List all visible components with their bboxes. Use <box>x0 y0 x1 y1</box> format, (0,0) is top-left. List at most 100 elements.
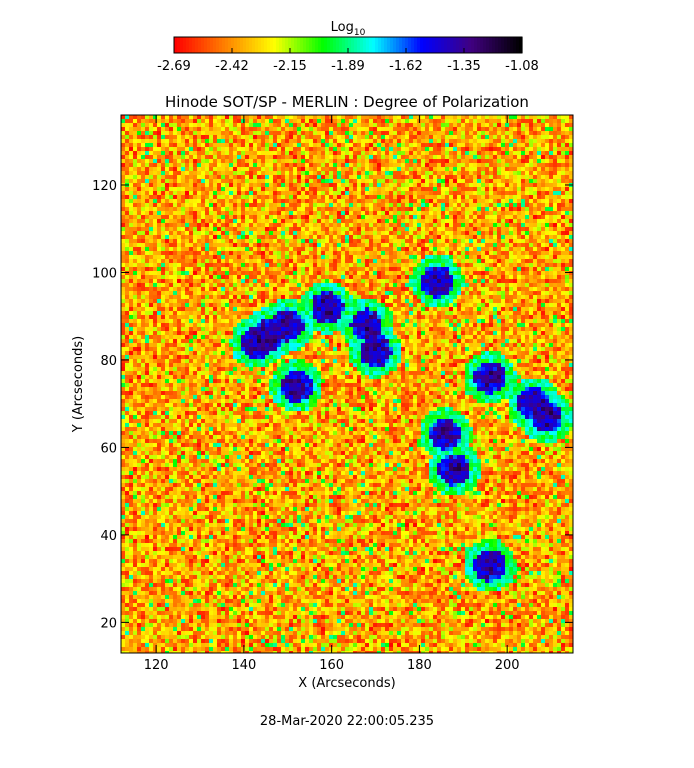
heatmap-cell <box>165 163 169 167</box>
heatmap-cell <box>297 255 301 259</box>
heatmap-cell <box>357 143 361 147</box>
heatmap-cell <box>361 223 365 227</box>
heatmap-cell <box>265 171 269 175</box>
heatmap-cell <box>525 127 529 131</box>
heatmap-cell <box>149 195 153 199</box>
heatmap-cell <box>545 271 549 275</box>
heatmap-cell <box>385 259 389 263</box>
heatmap-cell <box>293 139 297 143</box>
heatmap-cell <box>497 191 501 195</box>
heatmap-cell <box>441 275 445 279</box>
heatmap-cell <box>313 267 317 271</box>
heatmap-cell <box>421 179 425 183</box>
heatmap-cell <box>441 259 445 263</box>
heatmap-cell <box>153 171 157 175</box>
heatmap-cell <box>425 147 429 151</box>
heatmap-cell <box>445 279 449 283</box>
heatmap-cell <box>513 231 517 235</box>
heatmap-cell <box>485 203 489 207</box>
heatmap-cell <box>525 219 529 223</box>
heatmap-cell <box>537 147 541 151</box>
heatmap-cell <box>565 267 569 271</box>
heatmap-cell <box>169 127 173 131</box>
heatmap-cell <box>481 255 485 259</box>
heatmap-cell <box>189 179 193 183</box>
heatmap-cell <box>557 115 561 119</box>
heatmap-cell <box>445 127 449 131</box>
heatmap-cell <box>125 203 129 207</box>
heatmap-cell <box>469 267 473 271</box>
heatmap-cell <box>217 191 221 195</box>
heatmap-cell <box>177 163 181 167</box>
heatmap-cell <box>553 279 557 283</box>
heatmap-cell <box>241 195 245 199</box>
heatmap-cell <box>301 131 305 135</box>
heatmap-cell <box>249 151 253 155</box>
heatmap-cell <box>489 275 493 279</box>
heatmap-cell <box>241 275 245 279</box>
heatmap-cell <box>297 187 301 191</box>
heatmap-cell <box>333 279 337 283</box>
heatmap-cell <box>249 267 253 271</box>
heatmap-cell <box>489 131 493 135</box>
heatmap-cell <box>333 163 337 167</box>
heatmap-cell <box>285 183 289 187</box>
heatmap-cell <box>401 115 405 119</box>
heatmap-cell <box>277 123 281 127</box>
colorbar-cell <box>219 37 223 53</box>
heatmap-cell <box>173 267 177 271</box>
heatmap-cell <box>541 191 545 195</box>
heatmap-cell <box>497 123 501 127</box>
heatmap-cell <box>197 227 201 231</box>
heatmap-cell <box>469 155 473 159</box>
heatmap-cell <box>269 167 273 171</box>
heatmap-cell <box>317 191 321 195</box>
heatmap-cell <box>329 251 333 255</box>
heatmap-cell <box>349 255 353 259</box>
heatmap-cell <box>409 247 413 251</box>
heatmap-cell <box>217 159 221 163</box>
colorbar-cell <box>471 37 475 53</box>
heatmap-cell <box>241 279 245 283</box>
heatmap-cell <box>369 243 373 247</box>
heatmap-cell <box>145 115 149 119</box>
heatmap-cell <box>357 275 361 279</box>
heatmap-cell <box>357 215 361 219</box>
heatmap-cell <box>149 263 153 267</box>
heatmap-cell <box>385 255 389 259</box>
heatmap-cell <box>361 231 365 235</box>
heatmap-cell <box>213 123 217 127</box>
heatmap-cell <box>241 239 245 243</box>
heatmap-cell <box>525 135 529 139</box>
heatmap-cell <box>329 203 333 207</box>
heatmap-cell <box>417 283 421 287</box>
heatmap-cell <box>121 235 125 239</box>
heatmap-cell <box>413 175 417 179</box>
heatmap-cell <box>357 139 361 143</box>
heatmap-cell <box>461 203 465 207</box>
heatmap-cell <box>449 115 453 119</box>
heatmap-cell <box>221 283 225 287</box>
heatmap-cell <box>333 147 337 151</box>
heatmap-cell <box>233 191 237 195</box>
heatmap-cell <box>321 283 325 287</box>
heatmap-cell <box>173 275 177 279</box>
heatmap-cell <box>457 119 461 123</box>
heatmap-cell <box>185 219 189 223</box>
heatmap-cell <box>529 219 533 223</box>
heatmap-cell <box>361 179 365 183</box>
heatmap-cell <box>373 247 377 251</box>
heatmap-cell <box>449 203 453 207</box>
heatmap-cell <box>465 123 469 127</box>
heatmap-cell <box>341 115 345 119</box>
heatmap-cell <box>521 151 525 155</box>
heatmap-cell <box>257 275 261 279</box>
heatmap-cell <box>121 223 125 227</box>
heatmap-cell <box>365 139 369 143</box>
colorbar-cell <box>402 37 406 53</box>
heatmap-cell <box>349 147 353 151</box>
heatmap-cell <box>349 267 353 271</box>
heatmap-cell <box>401 243 405 247</box>
heatmap-cell <box>489 175 493 179</box>
heatmap-cell <box>565 279 569 283</box>
